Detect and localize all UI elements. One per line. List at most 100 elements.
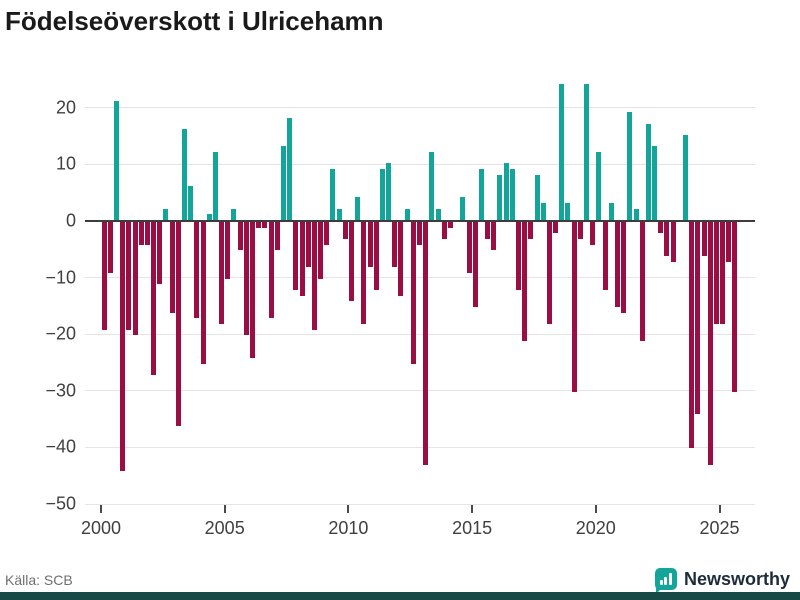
bar-2002-q2 <box>157 222 163 285</box>
bar-2024-q1 <box>695 222 701 415</box>
bar-2016-q3 <box>509 169 515 220</box>
bar-2009-q1 <box>324 222 330 245</box>
x-axis-label-2015: 2015 <box>452 518 493 538</box>
brand-name: Newsworthy <box>683 568 790 589</box>
brand-color-strip <box>0 592 800 600</box>
bar-2018-q4 <box>565 203 571 220</box>
bar-2012-q4 <box>417 222 423 245</box>
bar-2009-q3 <box>336 208 342 220</box>
bar-2004-q4 <box>219 222 225 324</box>
bar-2013-q1 <box>423 222 429 466</box>
y-axis-label: 20 <box>55 97 76 118</box>
bar-2010-q4 <box>367 222 373 268</box>
x-axis-label-2010: 2010 <box>328 518 369 538</box>
bar-2008-q4 <box>318 222 324 279</box>
zero-axis-line <box>85 220 755 222</box>
bar-2002-q1 <box>151 222 157 375</box>
bar-2011-q1 <box>373 222 379 290</box>
bar-2006-q4 <box>268 222 274 319</box>
bar-2019-q1 <box>571 222 577 392</box>
x-axis-tick-2020 <box>594 505 597 513</box>
bar-2017-q3 <box>534 174 540 220</box>
bar-2005-q1 <box>225 222 231 279</box>
y-axis-label: −10 <box>45 267 76 288</box>
logo-bar-medium <box>664 577 668 585</box>
bar-2021-q1 <box>621 222 627 313</box>
bar-2004-q3 <box>212 152 218 220</box>
bar-2004-q1 <box>200 222 206 364</box>
bar-2025-q3 <box>732 222 738 392</box>
bar-2002-q4 <box>169 222 175 313</box>
bar-2001-q2 <box>132 222 138 336</box>
bar-2022-q1 <box>645 123 651 220</box>
bar-2025-q2 <box>726 222 732 262</box>
bar-2003-q3 <box>188 186 194 220</box>
bar-2005-q2 <box>231 208 237 220</box>
gridline-y-20 <box>85 333 755 335</box>
bar-2015-q4 <box>491 222 497 251</box>
bar-2016-q2 <box>503 163 509 220</box>
bar-2011-q2 <box>379 169 385 220</box>
bar-2001-q3 <box>138 222 144 245</box>
bar-2024-q4 <box>713 222 719 324</box>
bar-2025-q1 <box>720 222 726 324</box>
bar-2012-q3 <box>410 222 416 364</box>
bar-2000-q1 <box>101 222 107 330</box>
logo-bar-small <box>659 580 663 585</box>
bar-2023-q1 <box>670 222 676 262</box>
x-axis-label-2025: 2025 <box>699 518 740 538</box>
y-axis-label: 10 <box>55 153 76 174</box>
bar-2006-q1 <box>250 222 256 358</box>
logo-tail <box>655 587 663 594</box>
bar-2003-q1 <box>175 222 181 426</box>
bar-2000-q2 <box>107 222 113 273</box>
bar-2023-q4 <box>689 222 695 449</box>
bar-2010-q2 <box>355 197 361 220</box>
bar-2012-q2 <box>404 208 410 220</box>
bar-2019-q4 <box>590 222 596 245</box>
bar-2016-q1 <box>497 174 503 220</box>
bar-2011-q3 <box>386 163 392 220</box>
bar-2015-q3 <box>485 222 491 239</box>
bar-2007-q2 <box>280 146 286 220</box>
bar-2004-q2 <box>206 214 212 220</box>
bar-2003-q2 <box>181 129 187 220</box>
x-axis-tick-2025 <box>718 505 721 513</box>
bar-2007-q4 <box>293 222 299 290</box>
gridline-y-10 <box>85 277 755 279</box>
bar-2017-q4 <box>540 203 546 220</box>
bar-2022-q4 <box>664 222 670 256</box>
bar-2002-q3 <box>163 208 169 220</box>
gridline-y10 <box>85 163 755 165</box>
bar-2008-q2 <box>305 222 311 268</box>
bar-2000-q4 <box>120 222 126 472</box>
bar-2020-q1 <box>596 152 602 220</box>
bar-2003-q4 <box>194 222 200 319</box>
bar-2015-q1 <box>472 222 478 307</box>
bar-2018-q3 <box>559 84 565 220</box>
y-axis-label: −30 <box>45 380 76 401</box>
bar-2022-q3 <box>658 222 664 234</box>
logo-bar-tall <box>668 573 672 585</box>
x-axis-tick-2010 <box>347 505 350 513</box>
bar-2018-q1 <box>546 222 552 324</box>
bar-2019-q3 <box>584 84 590 220</box>
bar-2009-q2 <box>330 169 336 220</box>
bar-2020-q3 <box>608 203 614 220</box>
x-axis-tick-2000 <box>100 505 102 513</box>
gridline-y-50 <box>85 503 755 505</box>
bar-2017-q1 <box>522 222 528 341</box>
bar-2001-q1 <box>126 222 132 330</box>
bar-2013-q3 <box>435 208 441 220</box>
bar-2014-q1 <box>447 222 453 228</box>
bar-2018-q2 <box>553 222 559 234</box>
source-note: Källa: SCB <box>5 572 73 588</box>
bar-2023-q3 <box>682 135 688 220</box>
bar-2010-q1 <box>348 222 354 302</box>
bar-2011-q4 <box>392 222 398 268</box>
bar-2016-q4 <box>515 222 521 290</box>
newsworthy-logo-icon <box>654 568 677 594</box>
bar-2005-q4 <box>243 222 249 336</box>
